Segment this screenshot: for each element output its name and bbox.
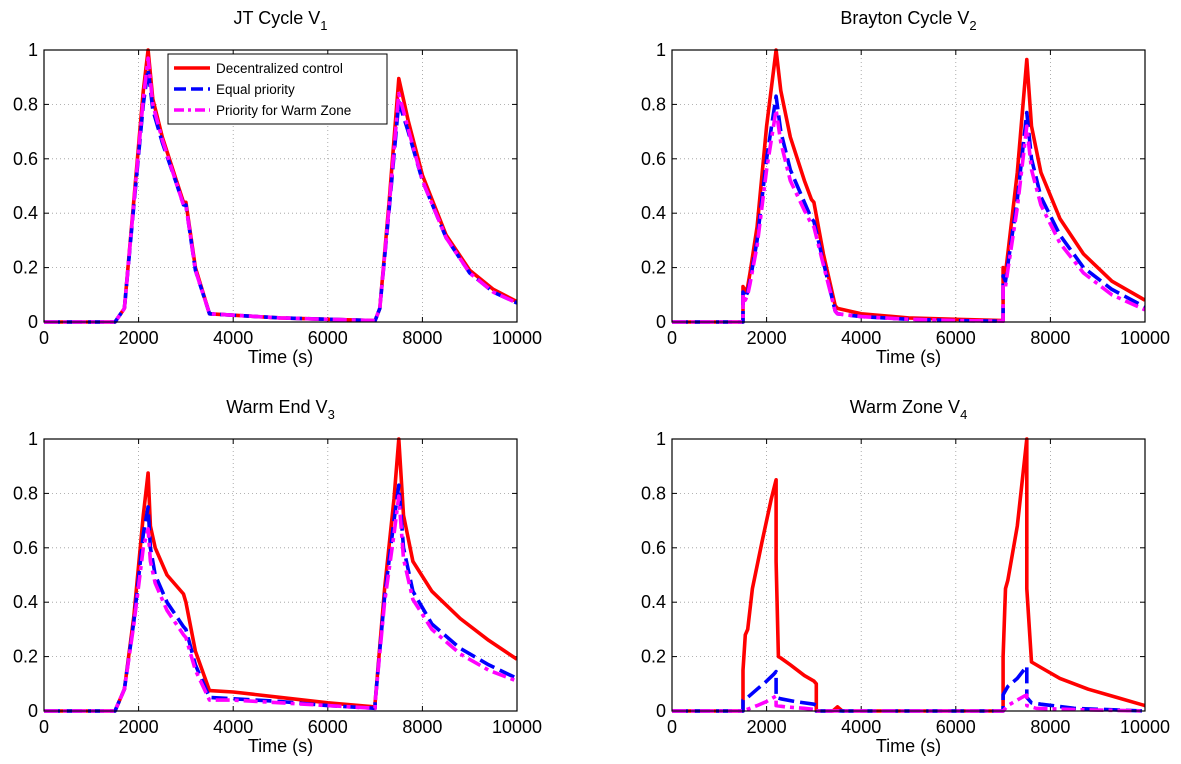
legend-label: Decentralized control <box>216 61 343 76</box>
y-tick-label: 0.6 <box>13 149 38 169</box>
plot-area <box>672 439 1145 711</box>
x-tick-label: 2000 <box>747 717 787 737</box>
y-tick-label: 1 <box>28 40 38 60</box>
y-tick-label: 1 <box>656 429 666 449</box>
y-tick-label: 1 <box>28 429 38 449</box>
series-line-2 <box>672 664 1145 713</box>
x-tick-label: 8000 <box>402 328 442 348</box>
x-tick-label: 6000 <box>308 717 348 737</box>
y-tick-label: 0.6 <box>641 538 666 558</box>
y-tick-label: 0.6 <box>13 538 38 558</box>
subplot-2: 0 2000 4000 6000 8000 10000 0 0.2 0.4 0.6 0.8 1 Bray… <box>641 8 1170 367</box>
axes-frame <box>671 438 1146 712</box>
chart-title: JT Cycle V1 <box>234 8 328 33</box>
chart-title: Brayton Cycle V2 <box>840 8 976 33</box>
x-tick-label: 10000 <box>1120 328 1170 348</box>
y-tick-label: 0.6 <box>641 149 666 169</box>
x-tick-label: 10000 <box>492 328 542 348</box>
x-tick-label: 8000 <box>1030 328 1070 348</box>
x-tick-label: 2000 <box>119 328 159 348</box>
y-tick-label: 0.4 <box>641 592 666 612</box>
y-tick-label: 1 <box>656 40 666 60</box>
x-tick-label: 4000 <box>841 717 881 737</box>
y-tick-label: 0.4 <box>641 203 666 223</box>
x-tick-label: 4000 <box>213 328 253 348</box>
y-tick-label: 0.4 <box>13 203 38 223</box>
series-line-3 <box>44 494 517 713</box>
series-line-3 <box>672 693 1145 713</box>
x-axis-label: Time (s) <box>248 736 313 756</box>
plot-area <box>672 50 1145 322</box>
x-tick-label: 10000 <box>1120 717 1170 737</box>
x-tick-label: 2000 <box>119 717 159 737</box>
x-axis-label: Time (s) <box>248 347 313 367</box>
subplot-1: 0 2000 4000 6000 8000 10000 0 0.2 0.4 0.6 0.8 1 JT C… <box>13 8 542 367</box>
x-tick-label: 6000 <box>936 328 976 348</box>
plot-area <box>44 439 517 711</box>
y-tick-label: 0 <box>28 312 38 332</box>
chart-title: Warm Zone V4 <box>850 397 968 422</box>
y-tick-label: 0.8 <box>13 483 38 503</box>
x-tick-label: 6000 <box>308 328 348 348</box>
x-axis-label: Time (s) <box>876 736 941 756</box>
axes-frame <box>43 438 518 712</box>
x-tick-label: 0 <box>39 717 49 737</box>
subplot-3: 0 2000 4000 6000 8000 10000 0 0.2 0.4 0.6 0.8 1 Warm… <box>13 397 542 756</box>
y-tick-label: 0.8 <box>641 483 666 503</box>
x-tick-label: 4000 <box>841 328 881 348</box>
axes-frame <box>43 49 518 323</box>
series-line-3 <box>672 108 1145 324</box>
y-tick-label: 0.8 <box>641 94 666 114</box>
x-tick-label: 0 <box>667 717 677 737</box>
subplot-4: 0 2000 4000 6000 8000 10000 0 0.2 0.4 0.6 0.8 1 Warm… <box>641 397 1170 756</box>
x-tick-label: 0 <box>667 328 677 348</box>
axes-frame <box>671 49 1146 323</box>
y-tick-label: 0.2 <box>13 647 38 667</box>
y-tick-label: 0 <box>656 312 666 332</box>
x-axis-label: Time (s) <box>876 347 941 367</box>
series-line-1 <box>672 437 1145 713</box>
x-tick-label: 0 <box>39 328 49 348</box>
y-tick-label: 0.2 <box>13 258 38 278</box>
legend-box <box>167 53 388 125</box>
y-tick-label: 0.8 <box>13 94 38 114</box>
legend-label: Priority for Warm Zone <box>216 103 351 118</box>
x-tick-label: 8000 <box>1030 717 1070 737</box>
chart-title: Warm End V3 <box>226 397 335 422</box>
x-tick-label: 2000 <box>747 328 787 348</box>
x-tick-label: 6000 <box>936 717 976 737</box>
y-tick-label: 0.4 <box>13 592 38 612</box>
series-line-1 <box>44 437 517 713</box>
x-tick-label: 4000 <box>213 717 253 737</box>
y-tick-label: 0 <box>28 701 38 721</box>
y-tick-label: 0.2 <box>641 647 666 667</box>
legend-label: Equal priority <box>216 82 295 97</box>
series-line-3 <box>44 56 517 324</box>
y-tick-label: 0.2 <box>641 258 666 278</box>
x-tick-label: 8000 <box>402 717 442 737</box>
x-tick-label: 10000 <box>492 717 542 737</box>
legend: Decentralized control Equal priority Prior… <box>167 53 388 125</box>
y-tick-label: 0 <box>656 701 666 721</box>
